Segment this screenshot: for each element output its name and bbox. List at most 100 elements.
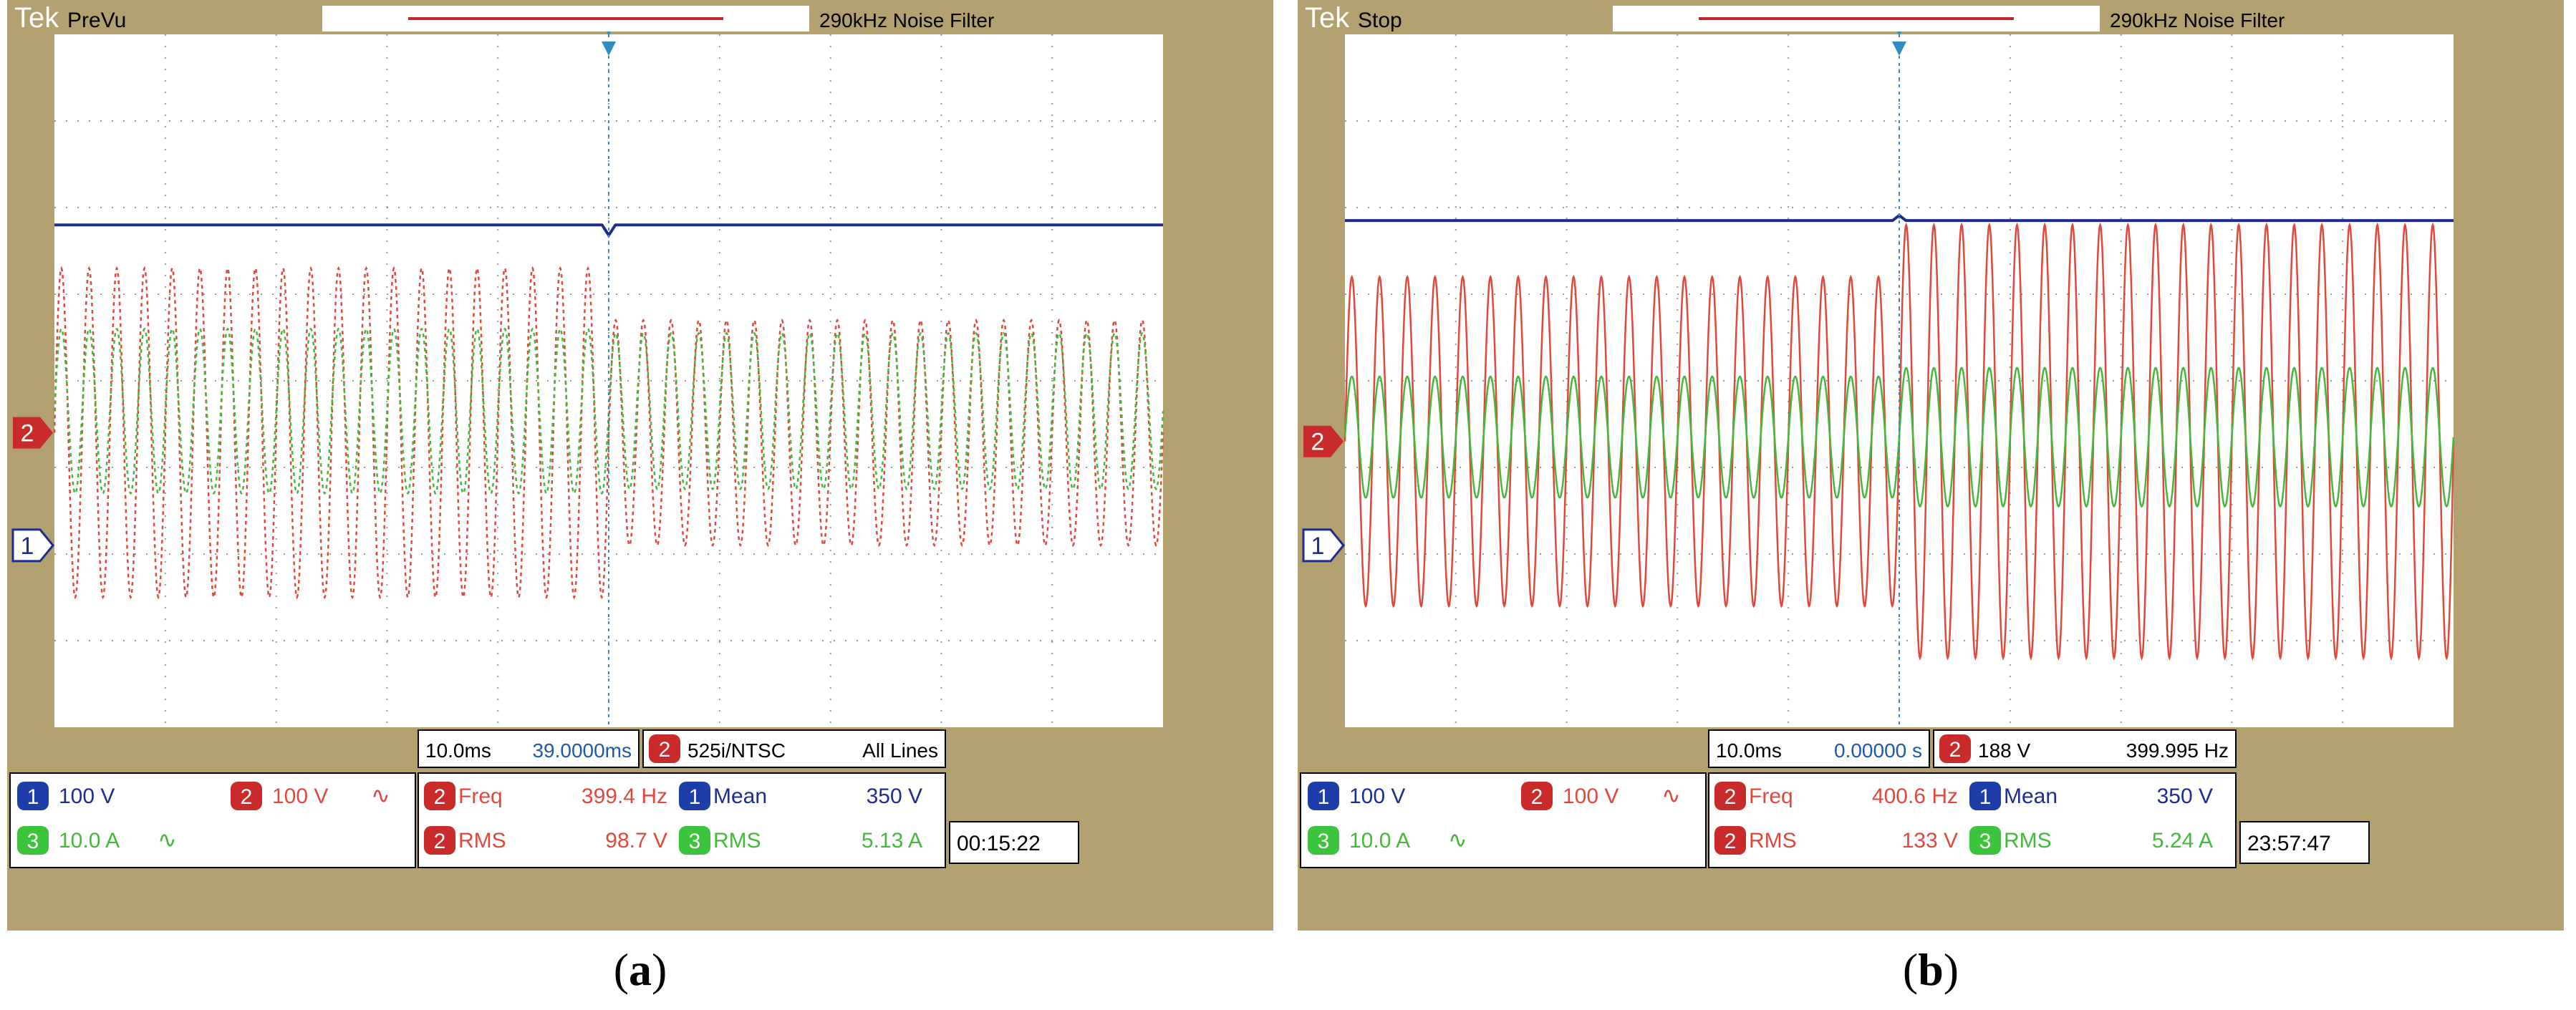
trigger-channel-badge-num: 2 bbox=[659, 738, 671, 762]
measurement-badge-2-num: 2 bbox=[1724, 830, 1737, 853]
measurement-badge-1-bg bbox=[1714, 782, 1746, 810]
trigger-channel-badge: 2 bbox=[649, 734, 680, 763]
measurement-label-2: RMS bbox=[1749, 829, 1797, 853]
channel-badge-ch1-bg bbox=[1308, 782, 1339, 810]
measurement-label-3: Mean bbox=[2004, 785, 2058, 808]
measurement-badge-3: 1 bbox=[1969, 782, 2001, 810]
channel-badge-ch3-bg bbox=[1308, 826, 1339, 855]
channel-badge-ch1: 1 bbox=[17, 782, 49, 810]
measurement-badge-4: 3 bbox=[1969, 826, 2001, 855]
clock-time: 23:57:47 bbox=[2247, 832, 2331, 855]
measurement-badge-2: 2 bbox=[424, 826, 455, 855]
channel-settings-box bbox=[1300, 772, 1707, 868]
trigger-box bbox=[642, 729, 946, 768]
measurement-badge-4-bg bbox=[679, 826, 710, 855]
clock: 00:15:22 bbox=[949, 821, 1079, 864]
trigger-mode: 188 V bbox=[1978, 739, 2030, 762]
measurement-value-4: 5.24 A bbox=[2152, 829, 2213, 853]
measurement-badge-3-bg bbox=[679, 782, 710, 810]
channel-badge-ch2-num: 2 bbox=[241, 785, 253, 809]
noise-filter-label: 290kHz Noise Filter bbox=[2110, 9, 2285, 31]
ch1-marker-label: 1 bbox=[21, 533, 34, 560]
measurement-badge-3-bg bbox=[1969, 782, 2001, 810]
ch1-ground-marker: 1 bbox=[11, 528, 54, 563]
trigger-channel-badge-bg bbox=[649, 734, 680, 763]
channel-settings-box bbox=[9, 772, 416, 868]
channel-badge-ch2-bg bbox=[1521, 782, 1553, 810]
measurement-badge-2-bg bbox=[424, 826, 455, 855]
header: Tek PreVu 290kHz Noise Filter bbox=[14, 2, 994, 34]
measurement-badge-1-num: 2 bbox=[1724, 785, 1737, 809]
measurement-badge-1: 2 bbox=[424, 782, 455, 810]
measurement-badge-4-bg bbox=[1969, 826, 2001, 855]
channel-badge-ch3-bg bbox=[17, 826, 49, 855]
channel-setting-ch3: 3 10.0 A ∿ bbox=[17, 826, 177, 855]
ch1-ground-marker: 1 bbox=[1302, 528, 1345, 563]
ch1-marker-shape bbox=[1302, 528, 1345, 563]
measurement-4: 3 RMS 5.24 A bbox=[1969, 826, 2213, 855]
measurement-badge-4-num: 3 bbox=[1979, 830, 1992, 853]
measurement-3: 1 Mean 350 V bbox=[1969, 782, 2213, 810]
channel-setting-ch1: 1 100 V bbox=[1308, 782, 1405, 810]
measurement-label-2: RMS bbox=[458, 829, 506, 853]
grid bbox=[54, 34, 1163, 727]
acquisition-status: PreVu bbox=[67, 9, 126, 32]
timebase-readout: 10.0ms 39.0000ms bbox=[418, 729, 640, 768]
channel-coupling-ch3: ∿ bbox=[1448, 827, 1467, 853]
measurement-badge-2-bg bbox=[1714, 826, 1746, 855]
measurement-2: 2 RMS 133 V bbox=[1714, 826, 1958, 855]
trigger-channel-badge-num: 2 bbox=[1949, 738, 1962, 762]
ch1-marker-shape bbox=[11, 528, 54, 563]
trigger-point-marker bbox=[602, 42, 616, 56]
measurement-badge-4: 3 bbox=[679, 826, 710, 855]
timebase-readout: 10.0ms 0.00000 s bbox=[1708, 729, 1930, 768]
time-scale: 10.0ms bbox=[425, 739, 491, 762]
channel-badge-ch3-num: 3 bbox=[1318, 830, 1330, 853]
brand-logo: Tek bbox=[1305, 2, 1350, 34]
channel-badge-ch1-num: 1 bbox=[27, 785, 39, 809]
measurement-value-4: 5.13 A bbox=[862, 829, 922, 853]
channel-settings: 1 100 V 2 100 V ∿ 3 10.0 A ∿ bbox=[1300, 772, 1707, 868]
trigger-lines: All Lines bbox=[862, 739, 938, 762]
timebase-box bbox=[1708, 729, 1930, 768]
ch2-marker-shape bbox=[1303, 425, 1344, 457]
measurement-badge-3-num: 1 bbox=[689, 785, 701, 809]
clock: 23:57:47 bbox=[2239, 821, 2370, 864]
ch2-marker-label: 2 bbox=[21, 420, 34, 447]
channel-setting-ch1: 1 100 V bbox=[17, 782, 115, 810]
channel-badge-ch3: 3 bbox=[17, 826, 49, 855]
time-scale: 10.0ms bbox=[1716, 739, 1782, 762]
channel-badge-ch2: 2 bbox=[1521, 782, 1553, 810]
trigger-box bbox=[1933, 729, 2237, 768]
trace-ch2 bbox=[53, 266, 1164, 600]
channel-setting-ch2: 2 100 V ∿ bbox=[1521, 782, 1681, 810]
scope-panel-a: 2 1 Tek PreVu 290kHz Noise Filter 10.0ms 39.00… bbox=[7, 0, 1273, 1010]
measurement-badge-3-num: 1 bbox=[1979, 785, 1992, 809]
channel-settings: 1 100 V 2 100 V ∿ 3 10.0 A ∿ bbox=[9, 772, 416, 868]
channel-scale-ch1: 100 V bbox=[59, 785, 115, 808]
timebase-box bbox=[418, 729, 640, 768]
channel-setting-ch3: 3 10.0 A ∿ bbox=[1308, 826, 1467, 855]
scope-panel-b: 2 1 Tek Stop 290kHz Noise Filter 10.0ms 0.0000… bbox=[1298, 0, 2564, 1010]
trigger-channel-badge: 2 bbox=[1939, 734, 1971, 763]
ch1-marker-label: 1 bbox=[1311, 533, 1325, 560]
channel-badge-ch1-bg bbox=[17, 782, 49, 810]
channel-scale-ch3: 10.0 A bbox=[1349, 829, 1410, 853]
measurement-badge-1-bg bbox=[424, 782, 455, 810]
trigger-point-marker bbox=[1892, 42, 1906, 56]
time-position: 39.0000ms bbox=[532, 739, 632, 762]
acquisition-status: Stop bbox=[1358, 9, 1402, 32]
trigger-channel-badge-bg bbox=[1939, 734, 1971, 763]
measurement-1: 2 Freq 399.4 Hz bbox=[424, 782, 667, 810]
channel-scale-ch1: 100 V bbox=[1349, 785, 1405, 808]
clock-box bbox=[949, 821, 1079, 864]
header: Tek Stop 290kHz Noise Filter bbox=[1305, 2, 2285, 34]
channel-badge-ch2-num: 2 bbox=[1531, 785, 1543, 809]
caption-b: (b) bbox=[1902, 944, 1959, 995]
brand-logo: Tek bbox=[14, 2, 59, 34]
trigger-lines: 399.995 Hz bbox=[2126, 739, 2229, 762]
channel-badge-ch2: 2 bbox=[231, 782, 262, 810]
measurement-badge-2: 2 bbox=[1714, 826, 1746, 855]
measurement-value-2: 133 V bbox=[1902, 829, 1958, 853]
noise-filter-label: 290kHz Noise Filter bbox=[819, 9, 994, 31]
